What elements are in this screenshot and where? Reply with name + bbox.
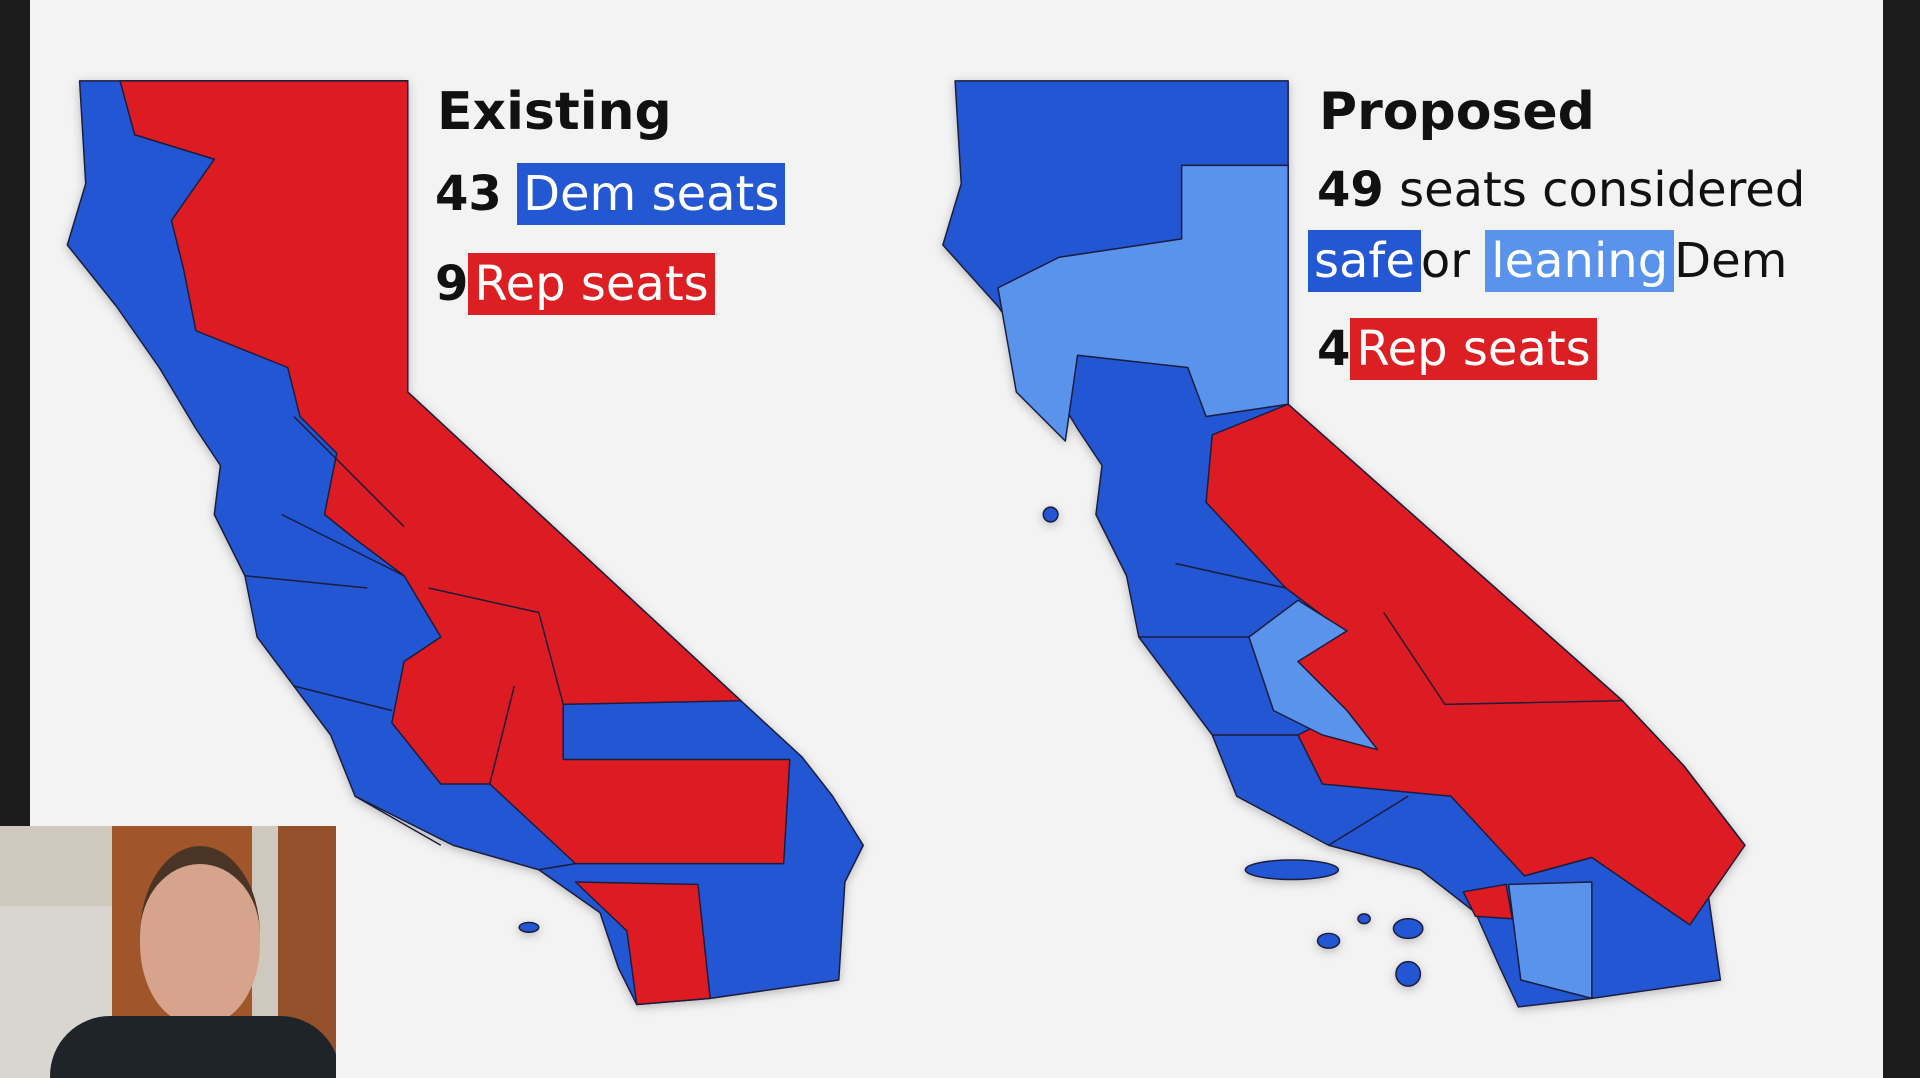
proposed-rep-label: Rep seats: [1350, 318, 1597, 380]
proposed-rep-count: 4: [1317, 321, 1351, 377]
proposed-lean-north: [997, 164, 1289, 442]
proposed-dem-count: 49: [1317, 162, 1384, 218]
proposed-or-text: or: [1420, 233, 1470, 289]
existing-dem-line: 43 Dem seats: [435, 163, 786, 225]
proposed-dem-line: 49 seats considered: [1317, 160, 1805, 220]
existing-rep-count: 9: [435, 256, 469, 312]
existing-title: Existing: [437, 82, 672, 142]
existing-dem-count: 43: [435, 166, 502, 222]
proposed-lean-central: [1248, 599, 1379, 751]
presenter-head: [140, 846, 260, 1024]
existing-rep-line: 9 Rep seats: [435, 253, 715, 315]
existing-dem-label: Dem seats: [517, 163, 786, 225]
proposed-rep-districts: [1205, 403, 1746, 926]
right-letterbox: [1883, 0, 1920, 1078]
proposed-safe-label: safe: [1308, 230, 1421, 292]
proposed-islands: [1042, 506, 1424, 987]
existing-rep-district-south: [574, 881, 711, 1006]
proposed-title: Proposed: [1319, 82, 1595, 142]
existing-rep-label: Rep seats: [468, 253, 715, 315]
existing-rep-districts: [119, 80, 791, 865]
presenter-shirt: [50, 1016, 336, 1078]
proposed-lean-south: [1507, 881, 1593, 1000]
presenter-webcam: [0, 826, 336, 1078]
proposed-leaning-label: leaning: [1485, 230, 1675, 292]
proposed-safe-line: safe or leaning Dem: [1308, 230, 1787, 292]
proposed-map: [942, 80, 1746, 1008]
proposed-rep-south-small: [1462, 883, 1513, 920]
proposed-rep-line: 4 Rep seats: [1317, 318, 1597, 380]
existing-island: [518, 921, 540, 933]
proposed-dem-text: seats considered: [1399, 162, 1806, 218]
existing-map: [66, 80, 864, 1006]
proposed-dem-suffix: Dem: [1674, 233, 1788, 289]
